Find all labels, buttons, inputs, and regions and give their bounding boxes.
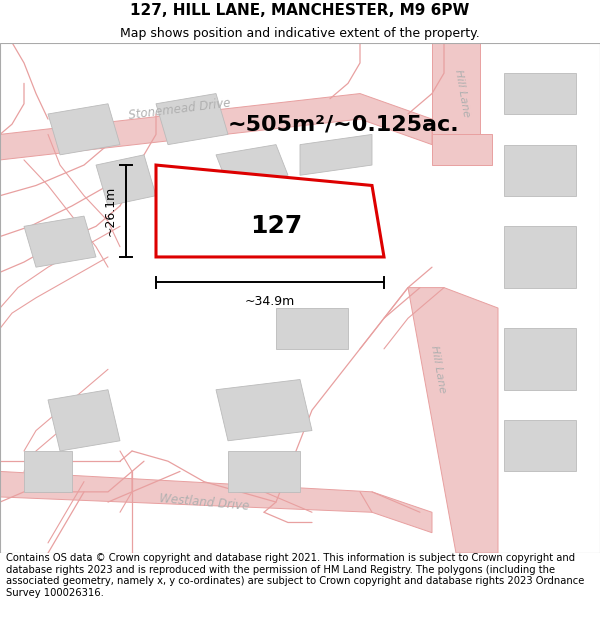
Polygon shape (504, 226, 576, 288)
Polygon shape (156, 94, 228, 144)
Polygon shape (0, 94, 432, 160)
Polygon shape (504, 329, 576, 390)
Polygon shape (96, 155, 156, 206)
Text: Map shows position and indicative extent of the property.: Map shows position and indicative extent… (120, 27, 480, 39)
Polygon shape (408, 288, 498, 553)
Text: 127, HILL LANE, MANCHESTER, M9 6PW: 127, HILL LANE, MANCHESTER, M9 6PW (130, 3, 470, 18)
Text: Westland Drive: Westland Drive (158, 492, 250, 512)
Polygon shape (276, 308, 348, 349)
Polygon shape (216, 144, 288, 186)
Polygon shape (48, 104, 120, 155)
Text: Hill Lane: Hill Lane (453, 69, 471, 118)
Text: Hill Lane: Hill Lane (429, 344, 447, 394)
Polygon shape (504, 144, 576, 196)
Polygon shape (432, 134, 492, 165)
Polygon shape (228, 451, 300, 492)
Text: Stonemead Drive: Stonemead Drive (128, 96, 232, 122)
Text: Contains OS data © Crown copyright and database right 2021. This information is : Contains OS data © Crown copyright and d… (6, 553, 584, 598)
Text: ~26.1m: ~26.1m (104, 186, 117, 236)
Polygon shape (0, 471, 432, 532)
Polygon shape (432, 42, 480, 155)
Polygon shape (24, 451, 72, 492)
Text: ~505m²/~0.125ac.: ~505m²/~0.125ac. (228, 114, 460, 134)
Polygon shape (24, 216, 96, 267)
Polygon shape (216, 206, 288, 247)
Text: ~34.9m: ~34.9m (245, 295, 295, 308)
Text: 127: 127 (250, 214, 302, 238)
Polygon shape (48, 390, 120, 451)
Polygon shape (300, 134, 372, 175)
Polygon shape (156, 165, 384, 257)
Polygon shape (504, 421, 576, 471)
Polygon shape (504, 73, 576, 114)
Polygon shape (216, 379, 312, 441)
